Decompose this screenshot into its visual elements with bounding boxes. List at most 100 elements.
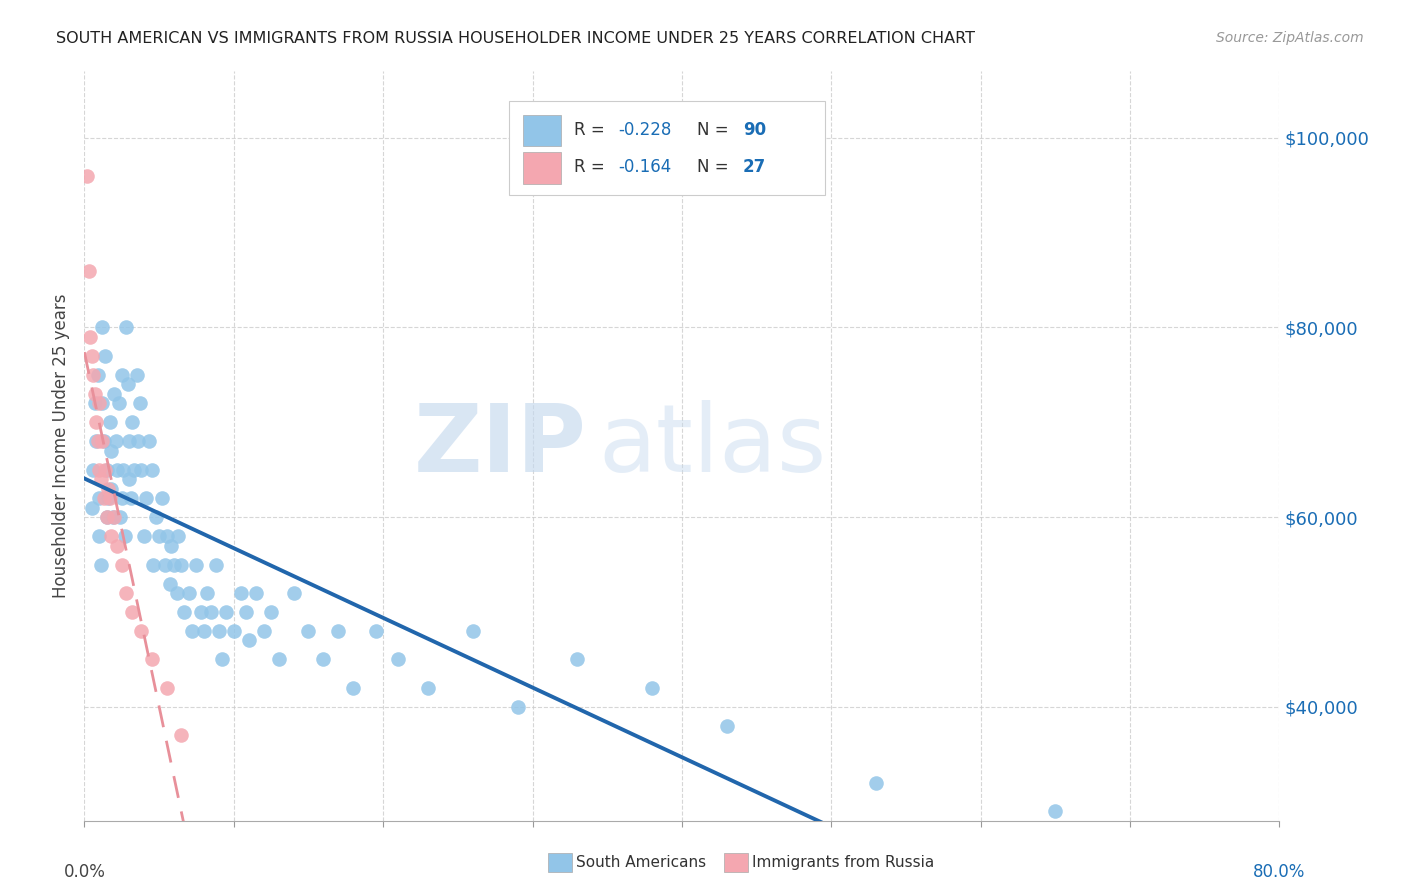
Point	[128, 396, 150, 410]
Point	[117, 377, 139, 392]
Text: 0.0%: 0.0%	[63, 863, 105, 881]
Point	[135, 491, 157, 505]
Point	[80, 500, 103, 515]
Point	[387, 652, 409, 666]
Point	[222, 624, 245, 638]
Point	[141, 463, 163, 477]
Point	[111, 491, 134, 505]
Point	[150, 491, 173, 505]
Point	[122, 463, 145, 477]
Point	[100, 529, 122, 543]
Point	[235, 605, 257, 619]
Y-axis label: Householder Income Under 25 years: Householder Income Under 25 years	[52, 293, 70, 599]
Point	[83, 396, 105, 410]
Text: SOUTH AMERICAN VS IMMIGRANTS FROM RUSSIA HOUSEHOLDER INCOME UNDER 25 YEARS CORRE: SOUTH AMERICAN VS IMMIGRANTS FROM RUSSIA…	[56, 31, 976, 46]
Point	[312, 652, 335, 666]
Point	[121, 415, 143, 429]
Point	[105, 539, 128, 553]
Point	[153, 558, 176, 572]
Point	[90, 558, 112, 572]
Point	[94, 349, 117, 363]
Point	[87, 434, 110, 449]
Text: R =: R =	[575, 158, 610, 177]
Point	[260, 605, 283, 619]
Point	[245, 586, 267, 600]
Point	[142, 558, 165, 572]
Point	[86, 415, 108, 429]
Point	[93, 434, 115, 449]
Point	[115, 586, 138, 600]
Point	[120, 491, 142, 505]
FancyBboxPatch shape	[509, 102, 825, 195]
Point	[145, 510, 167, 524]
Point	[112, 463, 135, 477]
Point	[205, 558, 228, 572]
Point	[82, 463, 104, 477]
Point	[567, 652, 589, 666]
Point	[231, 586, 253, 600]
Point	[105, 463, 128, 477]
Point	[98, 491, 121, 505]
Point	[97, 491, 120, 505]
Point	[96, 463, 118, 477]
Point	[80, 349, 103, 363]
Point	[253, 624, 276, 638]
Point	[100, 482, 122, 496]
Point	[148, 529, 170, 543]
Text: N =: N =	[697, 120, 734, 139]
Point	[110, 510, 132, 524]
Point	[155, 681, 177, 695]
Point	[114, 529, 136, 543]
FancyBboxPatch shape	[523, 115, 561, 146]
Point	[118, 472, 141, 486]
Point	[186, 558, 208, 572]
Point	[118, 434, 141, 449]
Point	[90, 472, 112, 486]
Point	[89, 396, 111, 410]
Point	[76, 169, 98, 183]
Point	[138, 434, 160, 449]
Text: 80.0%: 80.0%	[1253, 863, 1306, 881]
Point	[238, 633, 260, 648]
Point	[132, 529, 156, 543]
Point	[155, 529, 177, 543]
Point	[170, 728, 193, 742]
Text: Immigrants from Russia: Immigrants from Russia	[752, 855, 935, 870]
Point	[416, 681, 439, 695]
Point	[200, 605, 222, 619]
Point	[82, 368, 104, 382]
Point	[91, 434, 114, 449]
Point	[97, 482, 120, 496]
Text: atlas: atlas	[599, 400, 827, 492]
Point	[127, 434, 149, 449]
Point	[641, 681, 664, 695]
Point	[167, 529, 190, 543]
Text: Source: ZipAtlas.com: Source: ZipAtlas.com	[1216, 31, 1364, 45]
Point	[89, 491, 111, 505]
Point	[91, 396, 114, 410]
Point	[195, 586, 218, 600]
Point	[125, 368, 148, 382]
Point	[103, 387, 125, 401]
Point	[193, 624, 215, 638]
Text: South Americans: South Americans	[576, 855, 707, 870]
Point	[79, 330, 101, 344]
Point	[111, 368, 134, 382]
Text: 90: 90	[742, 120, 766, 139]
Point	[86, 434, 108, 449]
Point	[129, 463, 152, 477]
Point	[141, 652, 163, 666]
Point	[283, 586, 305, 600]
Point	[129, 624, 152, 638]
Point	[160, 539, 183, 553]
Point	[83, 387, 105, 401]
Point	[181, 624, 204, 638]
FancyBboxPatch shape	[523, 153, 561, 184]
Text: 27: 27	[742, 158, 766, 177]
Point	[865, 775, 887, 789]
Point	[163, 558, 186, 572]
Point	[111, 558, 134, 572]
Point	[91, 320, 114, 334]
Point	[364, 624, 387, 638]
Point	[173, 605, 195, 619]
